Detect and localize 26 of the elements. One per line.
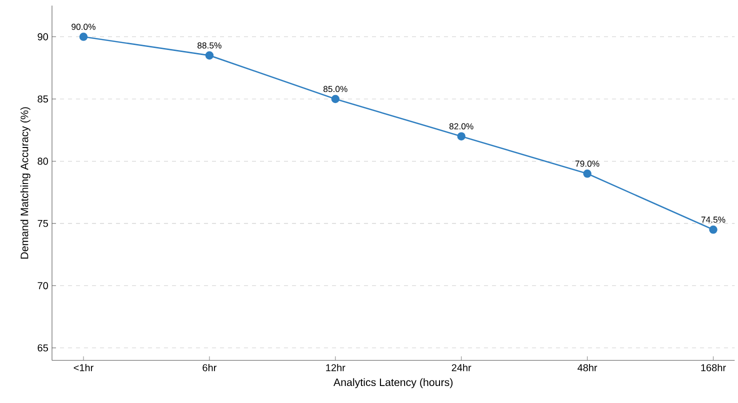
x-tick-label: 48hr [578,364,598,372]
y-axis-title: Demand Matching Accuracy (%) [20,107,30,259]
data-label: 74.5% [701,216,726,223]
data-label: 79.0% [575,160,600,167]
point [457,132,466,140]
x-tick-label: <1hr [74,364,94,372]
y-tick-label: 70 [38,282,48,290]
data-label: 85.0% [323,86,348,92]
data-label: 90.0% [72,24,96,30]
point [709,226,718,234]
y-tick-label: 75 [38,220,48,227]
y-tick-label: 65 [38,344,48,352]
x-axis-title: Analytics Latency (hours) [333,378,453,388]
x-tick-label: 168hr [701,364,726,372]
y-tick-label: 80 [38,158,48,165]
point [205,51,214,60]
y-tick-label: 90 [38,33,48,40]
point [583,170,592,178]
point [79,32,88,41]
point [331,94,340,104]
y-tick-label: 85 [38,95,48,103]
x-tick-label: 6hr [202,364,216,372]
data-label: 82.0% [449,123,474,130]
data-label: 88.5% [198,42,222,49]
x-tick-label: 24hr [452,364,472,372]
x-tick-label: 12hr [326,364,346,372]
